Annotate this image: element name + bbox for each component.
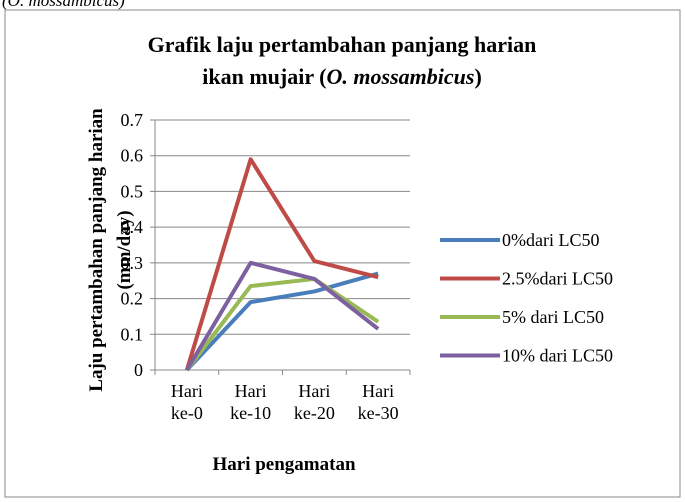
chart-border <box>4 9 681 498</box>
x-tick-label: Hari ke-30 <box>357 381 399 423</box>
x-axis-label: Hari pengamatan <box>212 454 355 475</box>
y-tick-label: 0 <box>134 360 143 380</box>
chart-title: Grafik laju pertambahan panjang harian <box>148 32 537 57</box>
y-axis-label: (mm/day) <box>114 210 135 289</box>
y-tick-label: 0.1 <box>121 324 144 344</box>
y-tick-label: 0.6 <box>121 146 144 166</box>
title-part: ) <box>474 64 481 89</box>
line-series <box>185 271 379 372</box>
y-axis-label: Laju pertambahan panjang harian <box>86 108 107 392</box>
title-part: O. mossambicus <box>327 64 475 89</box>
line-series <box>185 260 380 372</box>
x-tick-label: Hari ke-20 <box>293 381 335 423</box>
line-series <box>184 157 379 371</box>
y-tick-label: 0.4 <box>121 217 144 237</box>
caption: (O. mossambicus) <box>2 0 125 10</box>
legend-label: 0%dari LC50 <box>502 230 599 250</box>
y-tick-label: 0.5 <box>121 181 144 201</box>
y-tick-label: 0.7 <box>121 110 144 130</box>
chart-title: ikan mujair (O. mossambicus) <box>202 64 482 89</box>
title-part: ikan mujair ( <box>202 64 326 89</box>
y-tick-label: 0.3 <box>121 253 144 273</box>
x-tick-label: Hari ke-10 <box>230 381 272 423</box>
line-series <box>185 276 380 372</box>
legend-label: 2.5%dari LC50 <box>502 269 613 289</box>
legend-label: 5% dari LC50 <box>502 307 604 327</box>
legend-label: 10% dari LC50 <box>502 346 613 366</box>
x-tick-label: Hari ke-0 <box>170 381 203 423</box>
y-tick-label: 0.2 <box>121 289 144 309</box>
